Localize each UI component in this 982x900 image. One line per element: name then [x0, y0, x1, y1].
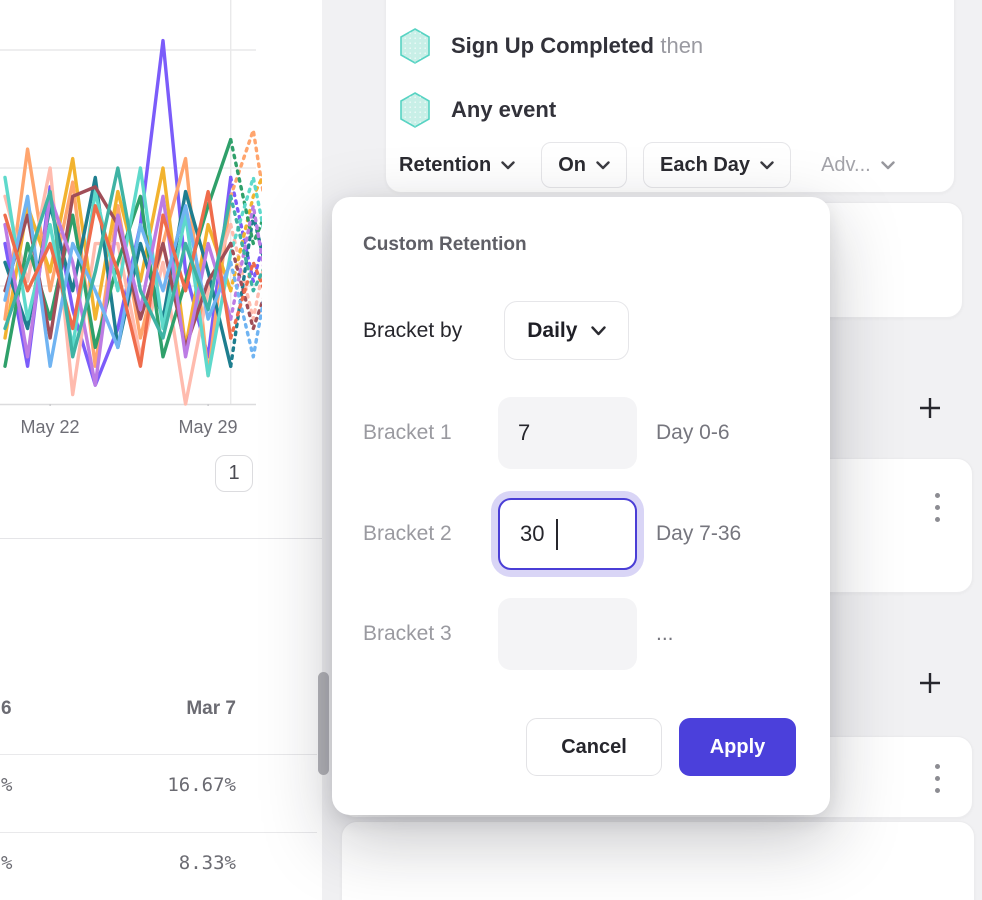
step-label-wrap: Sign Up Completed then — [451, 33, 703, 59]
bracket-by-label: Bracket by — [363, 318, 463, 342]
table-row: % — [1, 774, 13, 796]
table-header-mar-7: Mar 7 — [186, 698, 236, 719]
add-report-button[interactable] — [910, 663, 950, 703]
cancel-button[interactable]: Cancel — [526, 718, 662, 776]
text-cursor — [556, 519, 558, 550]
query-builder-card: Sign Up Completed then Any event Retenti… — [385, 0, 955, 193]
table-cell-value: 8.33% — [178, 852, 236, 874]
more-options-button[interactable] — [927, 760, 947, 796]
step-label-wrap: Any event — [451, 97, 556, 123]
table-divider — [0, 832, 317, 833]
step-suffix: then — [660, 33, 704, 58]
apply-button[interactable]: Apply — [679, 718, 796, 776]
vertical-scrollbar-thumb[interactable] — [318, 672, 329, 775]
bracket-3-label: Bracket 3 — [363, 622, 452, 645]
hexagon-event-icon — [400, 92, 430, 128]
more-options-button[interactable] — [927, 489, 947, 525]
x-axis-tick-may-29: May 29 — [178, 417, 238, 437]
bracket-2-range: Day 7-36 — [656, 522, 742, 545]
line-chart-canvas — [0, 0, 262, 406]
bracket-2-label: Bracket 2 — [363, 522, 452, 545]
chevron-down-icon — [881, 160, 895, 169]
table-row: % — [1, 852, 13, 874]
modal-footer: Cancel Apply — [332, 718, 830, 776]
granularity-dropdown-button[interactable]: Each Day — [643, 142, 792, 188]
bracket-row-2: Bracket 2 Day 7-36 — [332, 498, 830, 570]
bracket-by-row: Bracket by Daily — [363, 301, 630, 360]
background-panel-card — [341, 821, 975, 900]
metric-dropdown[interactable]: Retention — [399, 154, 515, 177]
table-header-partial: 6 — [1, 698, 12, 719]
kebab-menu-icon — [934, 763, 940, 769]
on-dropdown-label: On — [558, 153, 586, 176]
on-dropdown-button[interactable]: On — [541, 142, 627, 188]
section-divider — [0, 538, 322, 539]
custom-retention-modal: Custom Retention Bracket by Daily Bracke… — [332, 197, 830, 815]
granularity-dropdown-label: Each Day — [660, 153, 751, 176]
table-divider — [0, 754, 317, 755]
table-cell-value: 16.67% — [167, 774, 236, 796]
bracket-row-3: Bracket 3 ... — [332, 598, 830, 670]
step-event-name: Any event — [451, 97, 557, 122]
x-axis-tick-may-22: May 22 — [20, 417, 80, 437]
retention-line-chart — [0, 0, 322, 406]
metric-dropdown-label: Retention — [399, 153, 492, 176]
bracket-1-label: Bracket 1 — [363, 421, 452, 444]
plus-icon — [920, 398, 940, 418]
query-step-row[interactable]: Sign Up Completed then — [399, 27, 703, 65]
plus-icon — [920, 673, 940, 693]
advanced-dropdown-label: Adv... — [821, 153, 871, 176]
chevron-down-icon — [596, 160, 610, 169]
query-controls-row: Retention On Each Day Adv... — [399, 142, 895, 188]
step-event-name: Sign Up Completed — [451, 33, 654, 58]
bracket-3-range: ... — [656, 622, 674, 645]
bracket-row-1: Bracket 1 Day 0-6 — [332, 397, 830, 469]
chevron-down-icon — [501, 160, 515, 169]
bracket-by-dropdown-button[interactable]: Daily — [504, 301, 630, 360]
chevron-down-icon — [760, 160, 774, 169]
hexagon-event-icon — [400, 28, 430, 64]
advanced-dropdown[interactable]: Adv... — [821, 154, 895, 177]
add-report-button[interactable] — [910, 388, 950, 428]
modal-title: Custom Retention — [363, 234, 527, 255]
query-step-row[interactable]: Any event — [399, 91, 556, 129]
pagination-page-button[interactable]: 1 — [215, 455, 253, 492]
bracket-3-input[interactable] — [498, 598, 637, 670]
report-panel: May 22 May 29 1 6 Mar 7 % 16.67% % 8.33% — [0, 0, 322, 900]
bracket-2-input[interactable] — [498, 498, 637, 570]
bracket-1-input[interactable] — [498, 397, 637, 469]
bracket-1-range: Day 0-6 — [656, 421, 730, 444]
chevron-down-icon — [591, 325, 607, 335]
kebab-menu-icon — [934, 492, 940, 498]
bracket-by-value: Daily — [527, 318, 578, 342]
